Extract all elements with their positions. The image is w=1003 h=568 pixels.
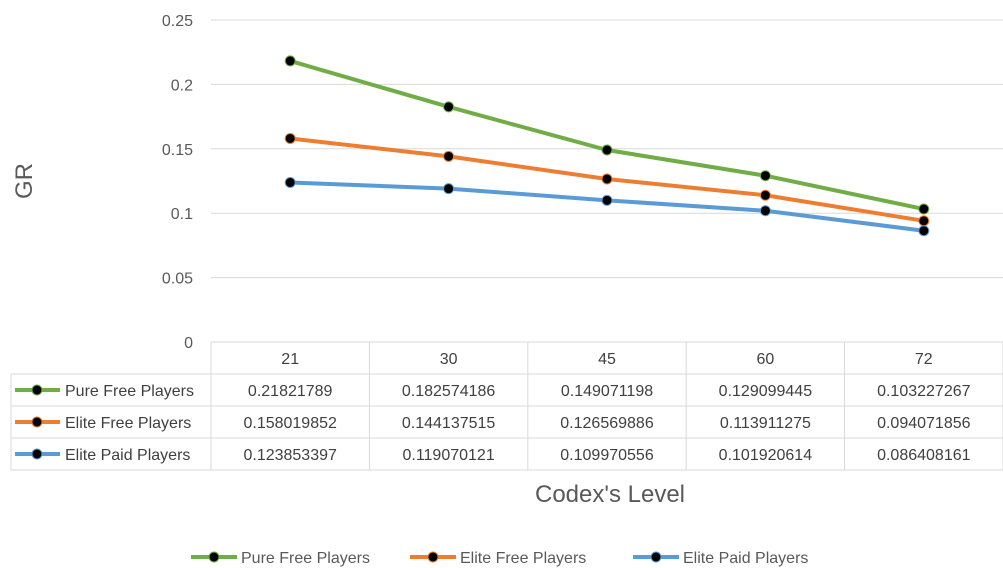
x-category-label: 72 xyxy=(915,351,933,368)
data-point xyxy=(759,189,771,201)
legend-key-marker xyxy=(650,551,662,563)
y-tick-label: 0.15 xyxy=(162,142,193,159)
table-series-name: Elite Free Players xyxy=(65,415,191,432)
data-point xyxy=(284,176,296,188)
data-point xyxy=(918,203,930,215)
data-point xyxy=(601,144,613,156)
y-tick-label: 0.25 xyxy=(162,13,193,30)
table-value-cell: 0.086408161 xyxy=(877,447,971,464)
legend-label: Elite Paid Players xyxy=(683,550,808,567)
legend-key-marker xyxy=(427,551,439,563)
legend: Pure Free Players Elite Free Players Elite… xyxy=(191,550,808,567)
table-value-cell: 0.113911275 xyxy=(720,415,811,432)
data-point xyxy=(443,101,455,113)
x-category-label: 30 xyxy=(440,351,458,368)
legend-label: Elite Free Players xyxy=(460,550,586,567)
x-category-label: 21 xyxy=(281,351,299,368)
data-point xyxy=(918,225,930,237)
data-table: 21 30 45 60 72 Pure Free Players 0.21821789 0.1… xyxy=(10,341,1003,471)
table-value-cell: 0.129099445 xyxy=(719,383,813,400)
legend-key-marker xyxy=(208,551,220,563)
data-point xyxy=(443,150,455,162)
data-point xyxy=(601,194,613,206)
data-point xyxy=(601,173,613,185)
table-series-name: Pure Free Players xyxy=(65,383,194,400)
table-value-cell: 0.109970556 xyxy=(560,447,654,464)
x-category-label: 45 xyxy=(598,351,616,368)
data-point xyxy=(284,132,296,144)
table-value-cell: 0.119070121 xyxy=(402,447,494,464)
table-value-cell: 0.126569886 xyxy=(560,415,654,432)
data-point xyxy=(918,215,930,227)
table-value-cell: 0.21821789 xyxy=(248,383,333,400)
table-value-cell: 0.182574186 xyxy=(402,383,496,400)
y-axis-title: GR xyxy=(11,163,38,199)
table-value-cell: 0.101920614 xyxy=(719,447,813,464)
table-value-cell: 0.094071856 xyxy=(877,415,971,432)
x-category-label: 60 xyxy=(757,351,775,368)
data-point xyxy=(443,183,455,195)
table-value-cell: 0.103227267 xyxy=(877,383,971,400)
data-point xyxy=(284,55,296,67)
table-legend-key-marker xyxy=(31,416,43,428)
y-axis-ticks: 0 0.05 0.1 0.15 0.2 0.25 xyxy=(162,13,193,352)
table-series-name: Elite Paid Players xyxy=(65,447,190,464)
table-value-cell: 0.158019852 xyxy=(243,415,337,432)
table-value-cell: 0.144137515 xyxy=(402,415,496,432)
table-value-cell: 0.149071198 xyxy=(561,383,653,400)
data-point xyxy=(759,205,771,217)
series-lines xyxy=(284,55,930,237)
legend-label: Pure Free Players xyxy=(241,550,370,567)
table-value-cell: 0.123853397 xyxy=(243,447,337,464)
table-legend-key-marker xyxy=(31,448,43,460)
y-tick-label: 0.2 xyxy=(171,77,193,94)
table-legend-key-marker xyxy=(31,384,43,396)
y-tick-label: 0.1 xyxy=(171,206,193,223)
x-axis-title: Codex's Level xyxy=(535,481,685,508)
y-tick-label: 0 xyxy=(184,335,193,352)
data-point xyxy=(759,170,771,182)
y-tick-label: 0.05 xyxy=(162,271,193,288)
